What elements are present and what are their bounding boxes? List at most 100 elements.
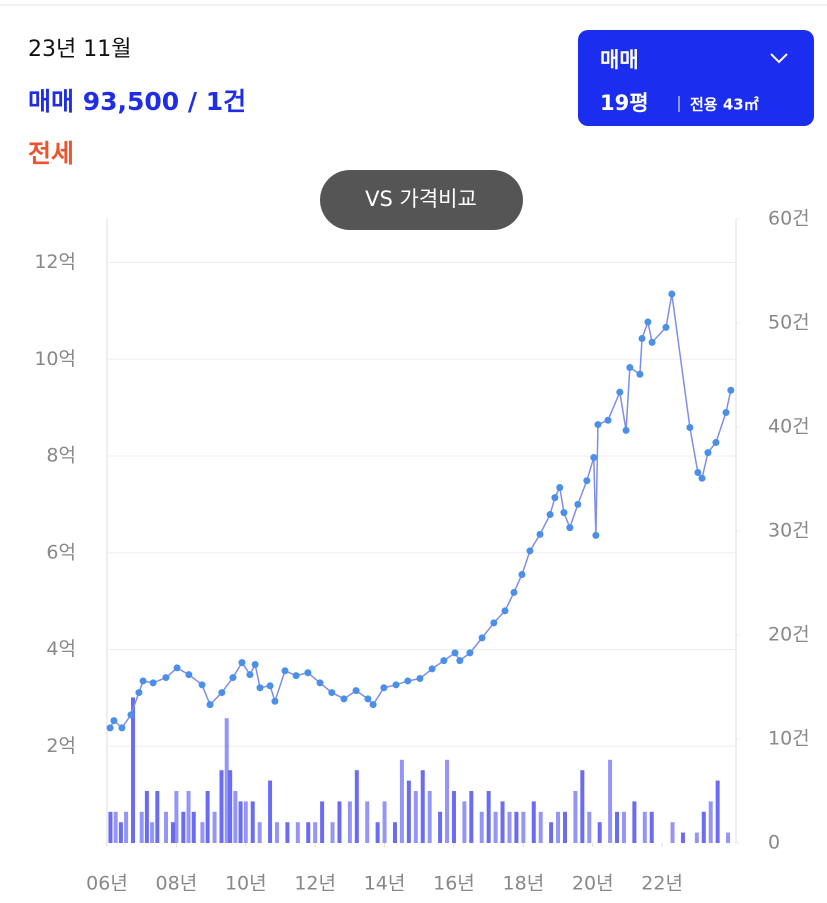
volume-bar [427, 791, 432, 843]
price-point [135, 689, 143, 697]
compare-bg [320, 170, 523, 230]
selector-type: 매매 [600, 48, 639, 72]
price-point [173, 664, 181, 672]
volume-bar [320, 801, 325, 843]
price-point [574, 500, 582, 508]
price-point [490, 619, 498, 627]
price-point [139, 677, 147, 685]
volume-bar [680, 832, 685, 843]
volume-bar [615, 811, 620, 843]
price-point [206, 701, 214, 709]
volume-bar [670, 822, 675, 843]
x-tick-label: 22년 [641, 873, 683, 895]
price-point [712, 438, 720, 446]
volume-bar [238, 801, 243, 843]
y-tick-label: 2억 [46, 735, 76, 757]
deal-summary: 매매 93,500 / 1건 [28, 87, 246, 116]
price-point [636, 370, 644, 378]
price-point [546, 511, 554, 519]
selector-button[interactable]: 매매 19평 전용 43㎡ [578, 30, 814, 126]
price-point [592, 531, 600, 539]
volume-bar [642, 811, 647, 843]
price-point [536, 530, 544, 538]
volume-bar [708, 801, 713, 843]
volume-bar [500, 801, 505, 843]
volume-bar [445, 759, 450, 843]
price-point [668, 290, 676, 298]
y2-tick-label: 40건 [768, 416, 810, 438]
price-point [256, 684, 264, 692]
y2-tick-label: 0 [768, 832, 780, 854]
jeonse-tab[interactable]: 전세 [28, 139, 74, 168]
price-point [594, 421, 602, 429]
price-point [106, 724, 114, 732]
volume-bar [649, 811, 654, 843]
price-point [451, 649, 459, 657]
price-point [110, 717, 118, 725]
volume-bar [257, 822, 262, 843]
volume-bar [228, 770, 233, 843]
price-point [694, 468, 702, 476]
price-point [316, 679, 324, 687]
selector-bg [578, 30, 814, 126]
y2-tick-label: 60건 [768, 208, 810, 230]
compare-label: VS 가격비교 [365, 187, 477, 211]
volume-bar [392, 822, 397, 843]
volume-bar [365, 801, 370, 843]
volume-bar [170, 822, 175, 843]
y-tick-label: 10억 [34, 348, 76, 370]
price-point [644, 318, 652, 326]
volume-bar [406, 780, 411, 843]
price-point [352, 687, 360, 695]
price-point [238, 659, 246, 667]
volume-bar [538, 811, 543, 843]
volume-bar [131, 697, 136, 843]
x-tick-label: 20년 [572, 873, 614, 895]
volume-bar [521, 811, 526, 843]
volume-bar [224, 718, 229, 843]
volume-bar [469, 791, 474, 843]
volume-bar [155, 791, 160, 843]
volume-bar [219, 770, 224, 843]
price-point [501, 607, 509, 615]
price-point [466, 649, 474, 657]
compare-button[interactable]: VS 가격비교 [320, 170, 523, 230]
period: 23년 11월 [28, 37, 131, 62]
volume-bar [243, 801, 248, 843]
volume-bar [337, 801, 342, 843]
volume-bar [354, 770, 359, 843]
volume-bar [632, 801, 637, 843]
price-point [281, 667, 289, 675]
volume-bar [549, 822, 554, 843]
price-point [251, 661, 259, 669]
volume-bar [701, 811, 706, 843]
price-point [328, 689, 336, 697]
x-tick-label: 12년 [294, 873, 336, 895]
volume-bar [507, 811, 512, 843]
price-point [556, 483, 564, 491]
price-point [622, 426, 630, 434]
price-point [246, 671, 254, 679]
volume-bar [275, 822, 280, 843]
price-point [626, 364, 634, 372]
y-tick-label: 12억 [34, 251, 76, 273]
volume-bar [212, 811, 217, 843]
volume-bar [531, 801, 536, 843]
selector-area: 전용 43㎡ [690, 96, 759, 114]
volume-bar [205, 791, 210, 843]
volume-bar [375, 822, 380, 843]
price-point [698, 474, 706, 482]
price-point [551, 494, 559, 502]
price-point [510, 588, 518, 596]
price-point [560, 509, 568, 517]
price-point [162, 674, 170, 682]
volume-bar [726, 832, 731, 843]
volume-bar [186, 791, 191, 843]
price-point [380, 684, 388, 692]
price-point [229, 674, 237, 682]
volume-bar [124, 811, 129, 843]
price-point [686, 423, 694, 431]
volume-bar [597, 822, 602, 843]
y2-tick-label: 50건 [768, 312, 810, 334]
price-point [369, 701, 377, 709]
